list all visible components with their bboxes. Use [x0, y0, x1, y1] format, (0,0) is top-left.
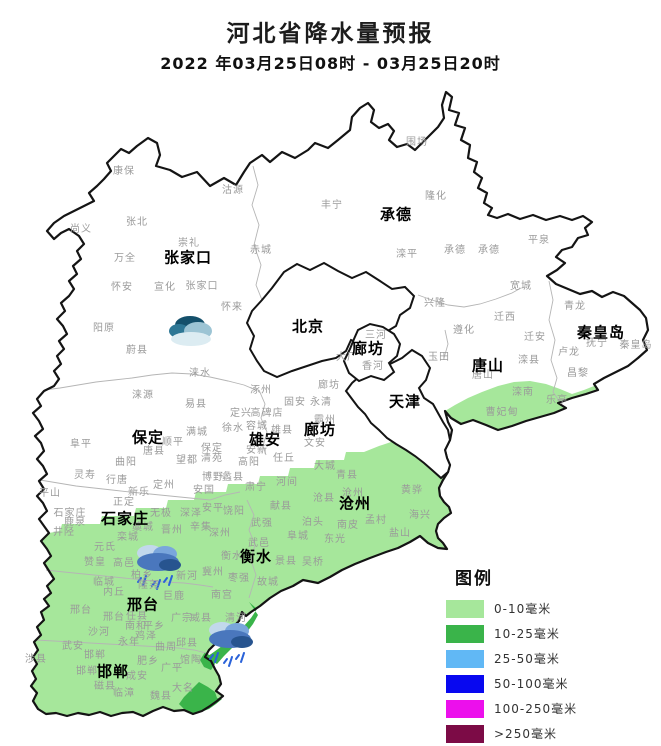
legend: 图例 0-10毫米 10-25毫米 25-50毫米 50-100毫米 100-250毫米…	[446, 564, 660, 746]
province-border	[29, 90, 650, 718]
legend-color-swatch	[446, 699, 484, 718]
legend-color-swatch	[446, 624, 484, 643]
legend-label: >250毫米	[494, 727, 557, 741]
forecast-time-range: 2022 年03月25日08时 - 03月25日20时	[160, 54, 501, 73]
legend-color-swatch	[446, 674, 484, 693]
rain-cloud-icon	[208, 621, 254, 667]
legend-row: 25-50毫米	[446, 646, 660, 671]
legend-row: 50-100毫米	[446, 671, 660, 696]
legend-label: 10-25毫米	[494, 627, 560, 641]
legend-title: 图例	[455, 569, 493, 589]
rain-region-0-10mm-coastal	[445, 381, 598, 430]
map-region-tianjin	[344, 348, 452, 480]
legend-items: 0-10毫米 10-25毫米 25-50毫米 50-100毫米 100-250毫米 >25…	[446, 596, 660, 746]
legend-row: 100-250毫米	[446, 696, 660, 721]
rain-region-0-10mm	[31, 427, 451, 716]
legend-row: 0-10毫米	[446, 596, 660, 621]
map-region-langfang-exclave	[342, 322, 402, 383]
legend-color-swatch	[446, 649, 484, 668]
legend-label: 25-50毫米	[494, 652, 560, 666]
legend-color-swatch	[446, 724, 484, 743]
page-title: 河北省降水量预报	[226, 21, 435, 47]
legend-color-swatch	[446, 599, 484, 618]
legend-label: 0-10毫米	[494, 602, 552, 616]
rain-region-10-25mm-southeast-strip	[206, 602, 258, 664]
legend-label: 100-250毫米	[494, 702, 578, 716]
county-borders	[35, 165, 561, 654]
legend-row: >250毫米	[446, 721, 660, 746]
legend-label: 50-100毫米	[494, 677, 569, 691]
legend-row: 10-25毫米	[446, 621, 660, 646]
